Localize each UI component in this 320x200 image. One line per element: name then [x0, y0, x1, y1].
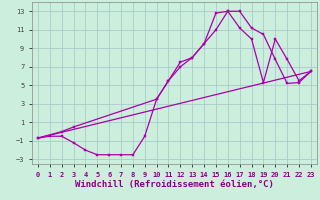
X-axis label: Windchill (Refroidissement éolien,°C): Windchill (Refroidissement éolien,°C) [75, 180, 274, 189]
